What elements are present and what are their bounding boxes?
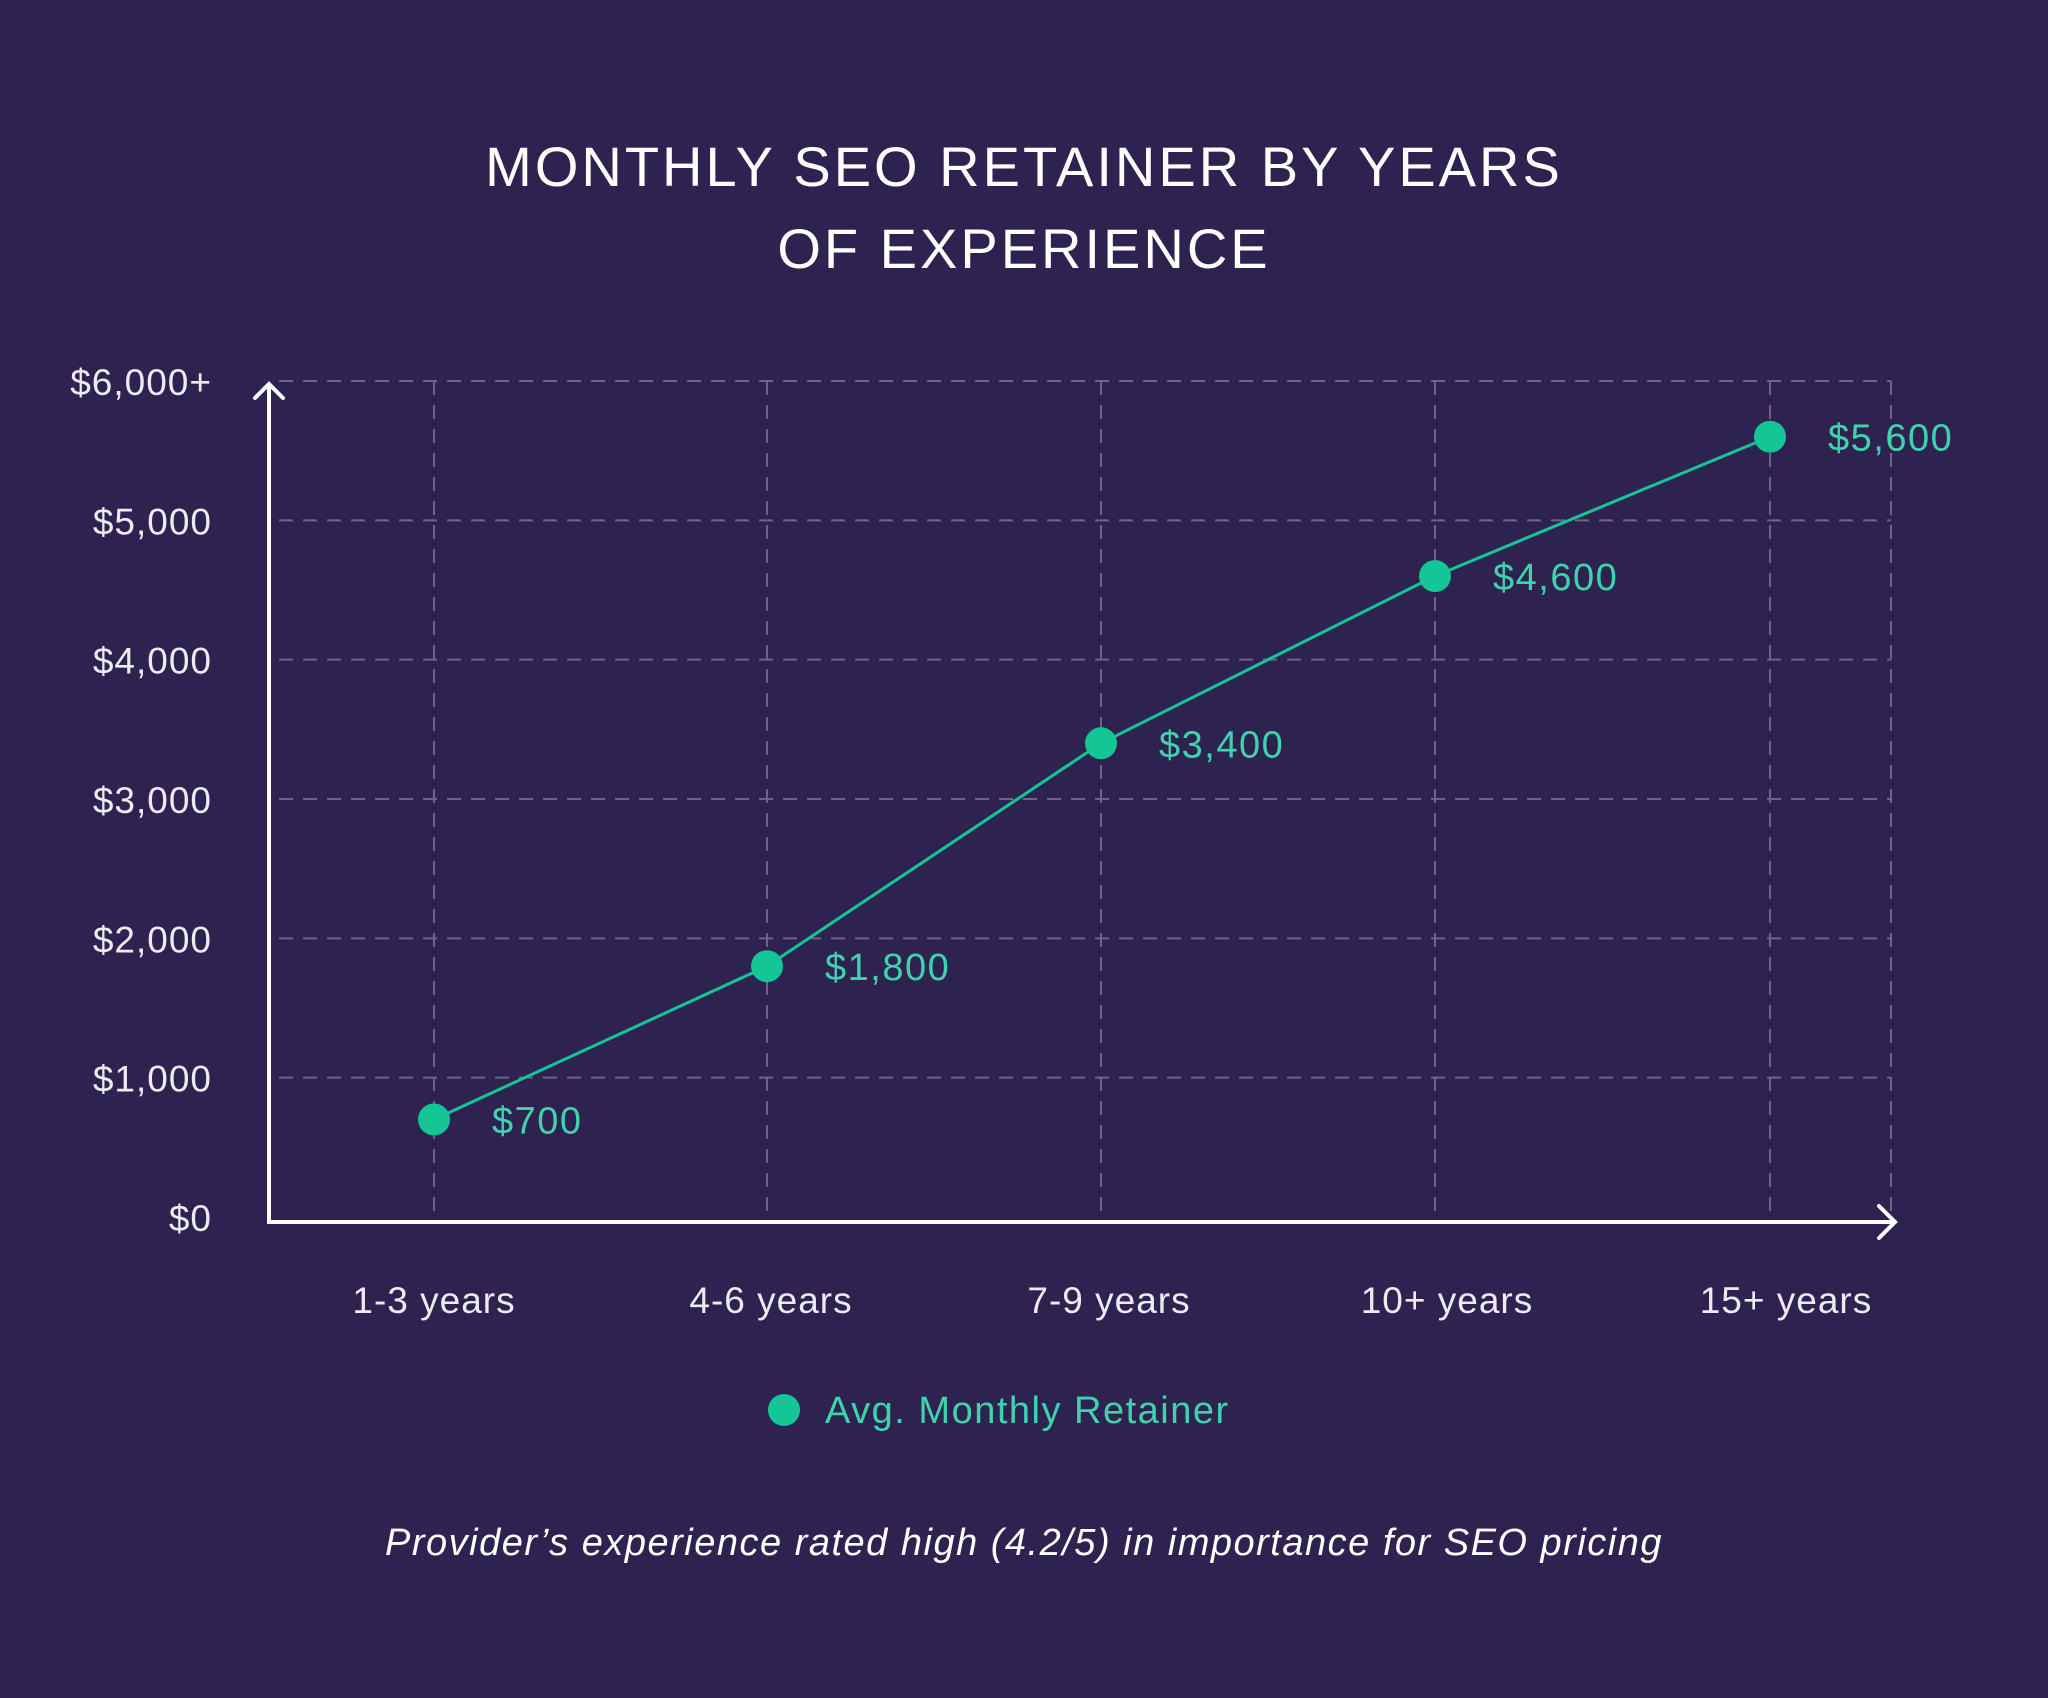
y-tick-label: $0	[169, 1198, 212, 1239]
x-tick-label: 15+ years	[1700, 1280, 1873, 1321]
y-tick-label: $6,000+	[70, 362, 212, 403]
legend-label: Avg. Monthly Retainer	[825, 1390, 1230, 1432]
legend: Avg. Monthly Retainer	[768, 1390, 1230, 1432]
data-point	[418, 1103, 450, 1136]
chart-title-line-1: MONTHLY SEO RETAINER BY YEARS	[485, 135, 1563, 198]
grid	[279, 380, 1892, 1217]
x-tick-labels: 1-3 years 4-6 years 7-9 years 10+ years 15+ …	[352, 1280, 1873, 1321]
y-tick-label: $2,000	[93, 919, 212, 960]
y-tick-label: $3,000	[93, 780, 212, 821]
series: $700 $1,800 $3,400 $4,600 $5,600	[418, 418, 1953, 1142]
data-label: $1,800	[825, 947, 950, 989]
x-tick-label: 1-3 years	[352, 1280, 515, 1321]
x-axis-arrow	[1877, 1204, 1898, 1240]
data-label: $4,600	[1493, 557, 1618, 599]
x-tick-label: 7-9 years	[1027, 1280, 1190, 1321]
axes	[253, 381, 1898, 1240]
data-label: $3,400	[1159, 724, 1284, 766]
data-point	[1085, 727, 1117, 760]
x-tick-label: 4-6 years	[689, 1280, 852, 1321]
chart-title-line-2: OF EXPERIENCE	[777, 217, 1270, 280]
y-tick-label: $4,000	[93, 641, 212, 682]
y-tick-labels: $0 $1,000 $2,000 $3,000 $4,000 $5,000 $6,000+	[70, 362, 212, 1239]
y-tick-label: $5,000	[93, 501, 212, 542]
x-tick-label: 10+ years	[1361, 1280, 1534, 1321]
legend-marker	[768, 1394, 800, 1426]
data-point	[1419, 560, 1451, 593]
data-label: $5,600	[1828, 418, 1953, 460]
footnote: Provider’s experience rated high (4.2/5)…	[385, 1522, 1663, 1564]
data-point	[1754, 420, 1786, 453]
data-point	[751, 950, 783, 983]
y-tick-label: $1,000	[93, 1059, 212, 1100]
data-label: $700	[492, 1100, 583, 1142]
y-axis-arrow	[253, 381, 285, 400]
